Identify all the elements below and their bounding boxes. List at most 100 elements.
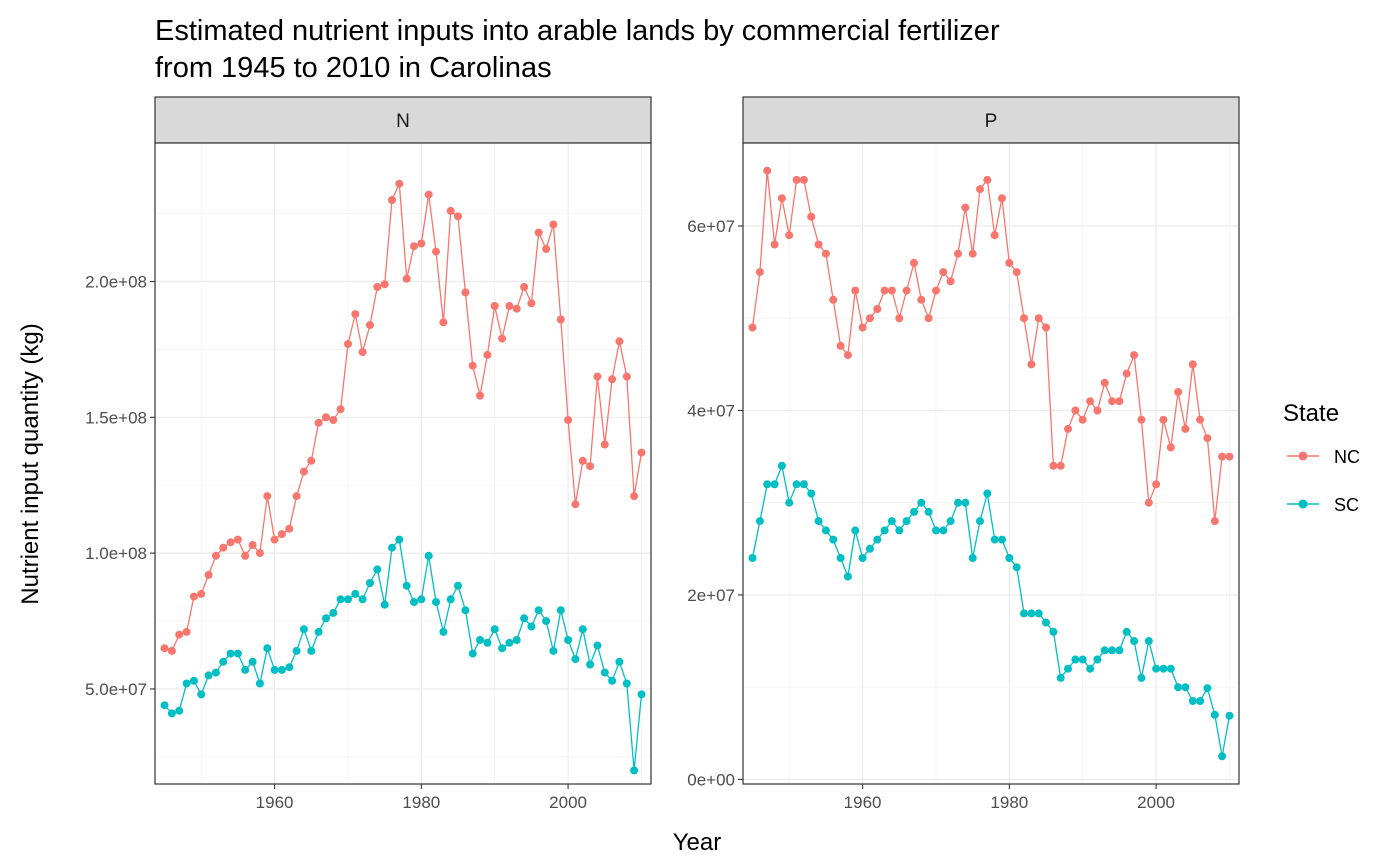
data-point-sc: [976, 517, 984, 526]
data-point-nc: [829, 295, 838, 304]
data-point-sc: [476, 636, 484, 644]
data-point-nc: [1166, 443, 1175, 452]
data-point-nc: [1137, 415, 1146, 424]
data-point-nc: [439, 318, 448, 327]
data-point-nc: [402, 274, 411, 283]
data-point-nc: [615, 337, 624, 346]
data-point-nc: [865, 314, 874, 323]
data-point-nc: [476, 391, 484, 400]
data-point-nc: [549, 220, 558, 229]
data-point-sc: [182, 679, 191, 688]
data-point-nc: [263, 492, 272, 501]
data-point-nc: [814, 240, 823, 249]
data-point-sc: [755, 517, 764, 526]
data-point-sc: [189, 676, 198, 685]
data-point-nc: [410, 242, 418, 251]
data-point-nc: [542, 244, 551, 253]
data-point-sc: [498, 644, 507, 653]
data-point-nc: [417, 239, 426, 248]
data-point-sc: [593, 641, 602, 650]
data-point-sc: [990, 535, 999, 544]
data-point-sc: [461, 606, 470, 615]
data-point-sc: [1196, 697, 1205, 705]
data-point-nc: [454, 212, 462, 221]
data-point-sc: [490, 625, 499, 634]
legend-label-nc: NC: [1334, 447, 1360, 467]
data-point-nc: [622, 372, 631, 381]
data-point-sc: [792, 480, 801, 489]
data-point-nc: [520, 283, 529, 291]
data-point-nc: [983, 175, 992, 184]
data-point-nc: [990, 231, 999, 240]
data-point-sc: [1152, 664, 1161, 673]
data-point-nc: [600, 440, 609, 449]
data-point-nc: [939, 268, 948, 277]
data-point-sc: [1064, 664, 1072, 673]
data-point-sc: [939, 526, 948, 535]
data-point-nc: [241, 551, 250, 560]
data-point-nc: [799, 175, 808, 184]
data-point-sc: [622, 679, 631, 688]
data-point-nc: [1144, 498, 1153, 507]
facet-panel-p: P 1960 1980 2000 0e+00 2e+07 4e+07 6e+07: [687, 96, 1240, 812]
legend-label-sc: SC: [1334, 495, 1359, 515]
data-point-sc: [983, 489, 992, 498]
data-point-nc: [160, 644, 169, 653]
data-point-nc: [233, 535, 242, 544]
data-point-nc: [946, 277, 955, 286]
data-point-nc: [843, 351, 852, 360]
data-point-nc: [1210, 517, 1219, 526]
data-point-sc: [571, 655, 580, 664]
data-point-nc: [424, 190, 433, 199]
data-point-sc: [175, 706, 184, 715]
data-point-nc: [292, 492, 301, 501]
data-point-sc: [748, 554, 757, 562]
data-point-sc: [873, 535, 882, 544]
data-point-nc: [578, 456, 587, 465]
data-point-nc: [197, 589, 206, 598]
data-point-nc: [821, 249, 830, 258]
data-point-sc: [366, 579, 374, 587]
y-tick-label: 6e+07: [687, 217, 735, 236]
data-point-sc: [226, 649, 235, 658]
data-point-nc: [880, 286, 889, 295]
legend-key-point-sc: [1298, 499, 1308, 509]
data-point-nc: [483, 350, 492, 359]
data-point-nc: [329, 416, 338, 424]
x-tick-label: 1980: [402, 793, 440, 812]
data-point-sc: [770, 480, 779, 489]
data-point-sc: [917, 498, 926, 507]
data-point-sc: [549, 646, 558, 655]
chart-title-line-2: from 1945 to 2010 in Carolinas: [155, 52, 552, 84]
data-point-nc: [299, 467, 308, 476]
data-point-nc: [446, 206, 455, 215]
y-tick-label: 5.0e+07: [85, 680, 147, 699]
data-point-sc: [1027, 609, 1036, 618]
data-point-sc: [961, 498, 970, 507]
data-point-sc: [241, 665, 250, 674]
data-point-sc: [1086, 664, 1095, 673]
data-point-sc: [1108, 646, 1117, 655]
data-point-sc: [895, 526, 904, 535]
data-point-sc: [167, 709, 176, 718]
data-point-sc: [814, 517, 823, 526]
data-point-sc: [946, 517, 955, 526]
data-point-sc: [763, 480, 772, 489]
data-point-nc: [322, 413, 330, 422]
data-point-nc: [270, 535, 279, 544]
data-point-nc: [512, 304, 521, 313]
data-point-sc: [527, 622, 536, 631]
data-point-sc: [505, 638, 514, 647]
data-point-nc: [1174, 388, 1183, 396]
x-tick-label: 1960: [256, 793, 294, 812]
data-point-sc: [1181, 683, 1190, 692]
x-tick-label: 1980: [990, 793, 1028, 812]
data-point-sc: [410, 598, 418, 606]
data-point-sc: [829, 535, 838, 544]
data-point-nc: [498, 334, 507, 343]
data-point-sc: [1115, 646, 1124, 655]
data-point-sc: [402, 581, 411, 590]
data-point-nc: [336, 405, 345, 414]
data-point-nc: [895, 314, 904, 323]
